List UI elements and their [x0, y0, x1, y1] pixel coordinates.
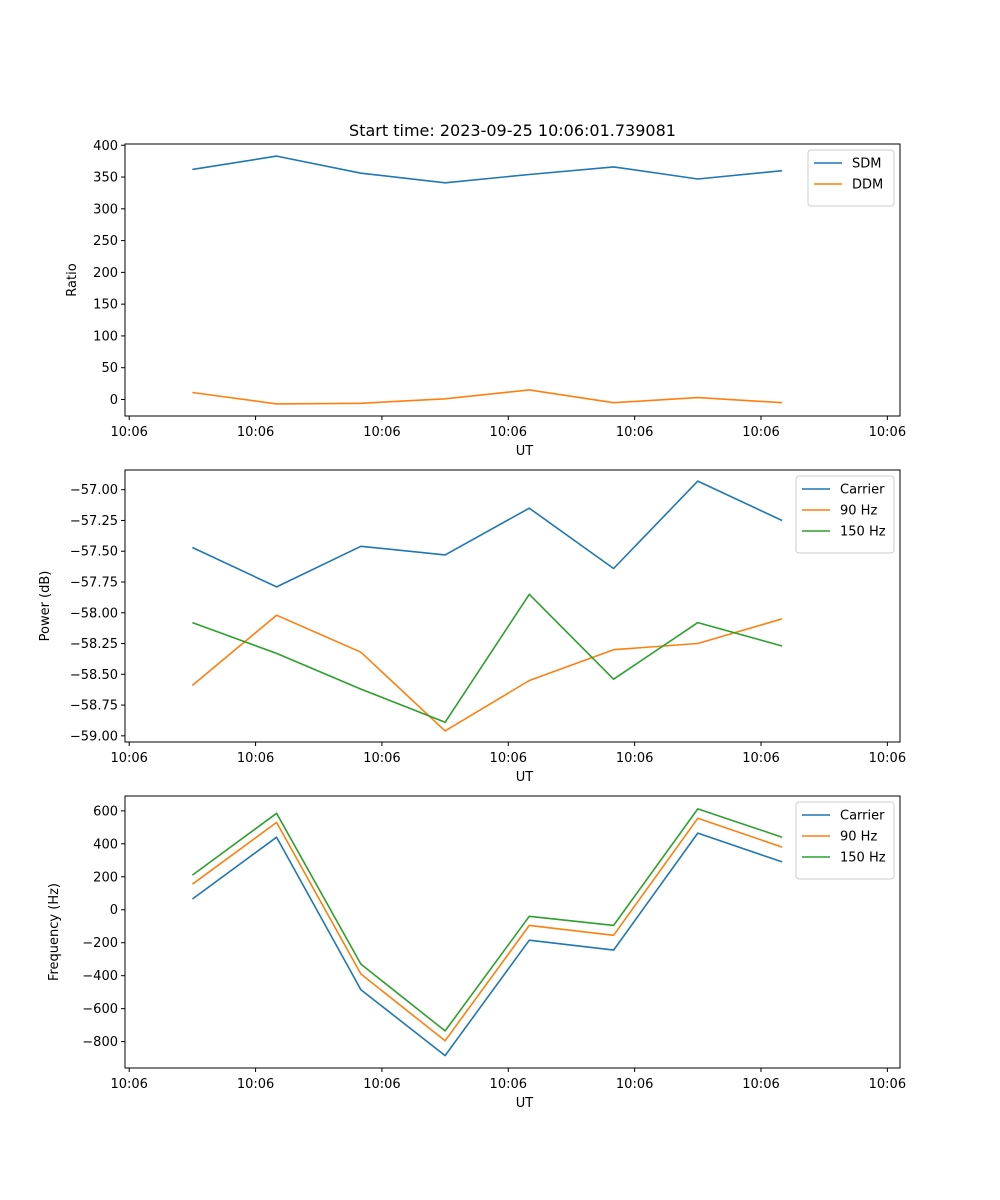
x-tick-label: 10:06	[237, 751, 274, 766]
legend-label: Carrier	[840, 809, 885, 824]
legend-label: 90 Hz	[840, 830, 877, 845]
x-tick-label: 10:06	[869, 751, 906, 766]
x-tick-label: 10:06	[237, 1077, 274, 1092]
chart-panel-power: −59.00 −58.75 −58.50 −58.25 −58.00 −57.75 −57.…	[38, 469, 906, 785]
y-tick-label: 300	[93, 202, 118, 217]
y-tick-label: −59.00	[70, 729, 118, 744]
x-tick-label: 10:06	[110, 751, 147, 766]
legend: SDM DDM	[807, 149, 895, 207]
y-tick-label: 200	[93, 266, 118, 281]
legend-label: 150 Hz	[840, 851, 886, 866]
y-tick-label: −400	[82, 969, 118, 984]
legend-box	[807, 149, 895, 207]
x-tick-label: 10:06	[363, 751, 400, 766]
y-axis-label: Ratio	[65, 263, 80, 296]
series-line-90-hz	[191, 614, 783, 732]
chart-panel-frequency: −800 −600 −400 −200 0 200 400 600 10:06 10:06 10:0…	[47, 795, 906, 1111]
y-axis-label: Power (dB)	[38, 571, 53, 642]
series-line-ddm	[192, 389, 783, 405]
x-axis-label: UT	[516, 770, 534, 785]
y-tick-label: 250	[93, 234, 118, 249]
x-axis-label: UT	[516, 444, 534, 459]
series-line-150-hz	[192, 593, 783, 724]
x-tick-label: 10:06	[237, 425, 274, 440]
y-tick-label: 600	[93, 804, 118, 819]
legend-box	[795, 801, 895, 880]
y-tick-label: 0	[110, 903, 118, 918]
x-tick-label: 10:06	[616, 751, 653, 766]
axes-frame	[124, 795, 901, 1069]
legend-label: SDM	[852, 157, 881, 172]
legend: Carrier 90 Hz 150 Hz	[795, 801, 895, 880]
legend-box	[795, 475, 895, 554]
x-tick-label: 10:06	[110, 1077, 147, 1092]
y-tick-label: 0	[110, 393, 118, 408]
x-tick-label: 10:06	[490, 751, 527, 766]
legend-label: 90 Hz	[840, 504, 877, 519]
x-tick-label: 10:06	[363, 425, 400, 440]
y-tick-label: 400	[93, 139, 118, 154]
chart-title: Start time: 2023-09-25 10:06:01.739081	[349, 121, 676, 140]
y-tick-label: −600	[82, 1002, 118, 1017]
legend-label: Carrier	[840, 483, 885, 498]
y-tick-label: −200	[82, 936, 118, 951]
series-line-sdm	[192, 155, 783, 184]
y-tick-label: −57.75	[70, 576, 118, 591]
axes-frame	[124, 143, 901, 417]
x-tick-label: 10:06	[490, 425, 527, 440]
x-tick-label: 10:06	[363, 1077, 400, 1092]
x-tick-label: 10:06	[616, 425, 653, 440]
y-tick-label: −57.25	[70, 514, 118, 529]
x-tick-label: 10:06	[110, 425, 147, 440]
axes-frame	[124, 469, 901, 743]
y-tick-label: −57.00	[70, 483, 118, 498]
series-line-carrier	[192, 480, 783, 588]
x-axis-label: UT	[516, 1096, 534, 1111]
x-tick-label: 10:06	[742, 751, 779, 766]
y-tick-label: −58.50	[70, 668, 118, 683]
legend: Carrier 90 Hz 150 Hz	[795, 475, 895, 554]
y-tick-label: −58.00	[70, 606, 118, 621]
series-line-90-hz	[191, 817, 783, 1042]
y-tick-label: 400	[93, 837, 118, 852]
legend-label: DDM	[852, 178, 883, 193]
series-line-150-hz	[191, 808, 783, 1032]
x-tick-label: 10:06	[742, 1077, 779, 1092]
y-tick-label: 150	[93, 298, 118, 313]
y-tick-label: −800	[82, 1035, 118, 1050]
y-axis-label: Frequency (Hz)	[47, 883, 62, 981]
y-tick-label: 350	[93, 171, 118, 186]
chart-panel-ratio: Start time: 2023-09-25 10:06:01.739081 0 5…	[65, 121, 906, 459]
y-tick-label: −58.25	[70, 637, 118, 652]
y-tick-label: 100	[93, 329, 118, 344]
y-tick-label: −57.50	[70, 545, 118, 560]
x-tick-label: 10:06	[490, 1077, 527, 1092]
y-tick-label: −58.75	[70, 699, 118, 714]
x-tick-label: 10:06	[869, 425, 906, 440]
series-line-carrier	[191, 832, 783, 1057]
x-tick-label: 10:06	[616, 1077, 653, 1092]
y-tick-label: 200	[93, 870, 118, 885]
x-tick-label: 10:06	[742, 425, 779, 440]
y-tick-label: 50	[101, 361, 118, 376]
x-tick-label: 10:06	[869, 1077, 906, 1092]
legend-label: 150 Hz	[840, 525, 886, 540]
